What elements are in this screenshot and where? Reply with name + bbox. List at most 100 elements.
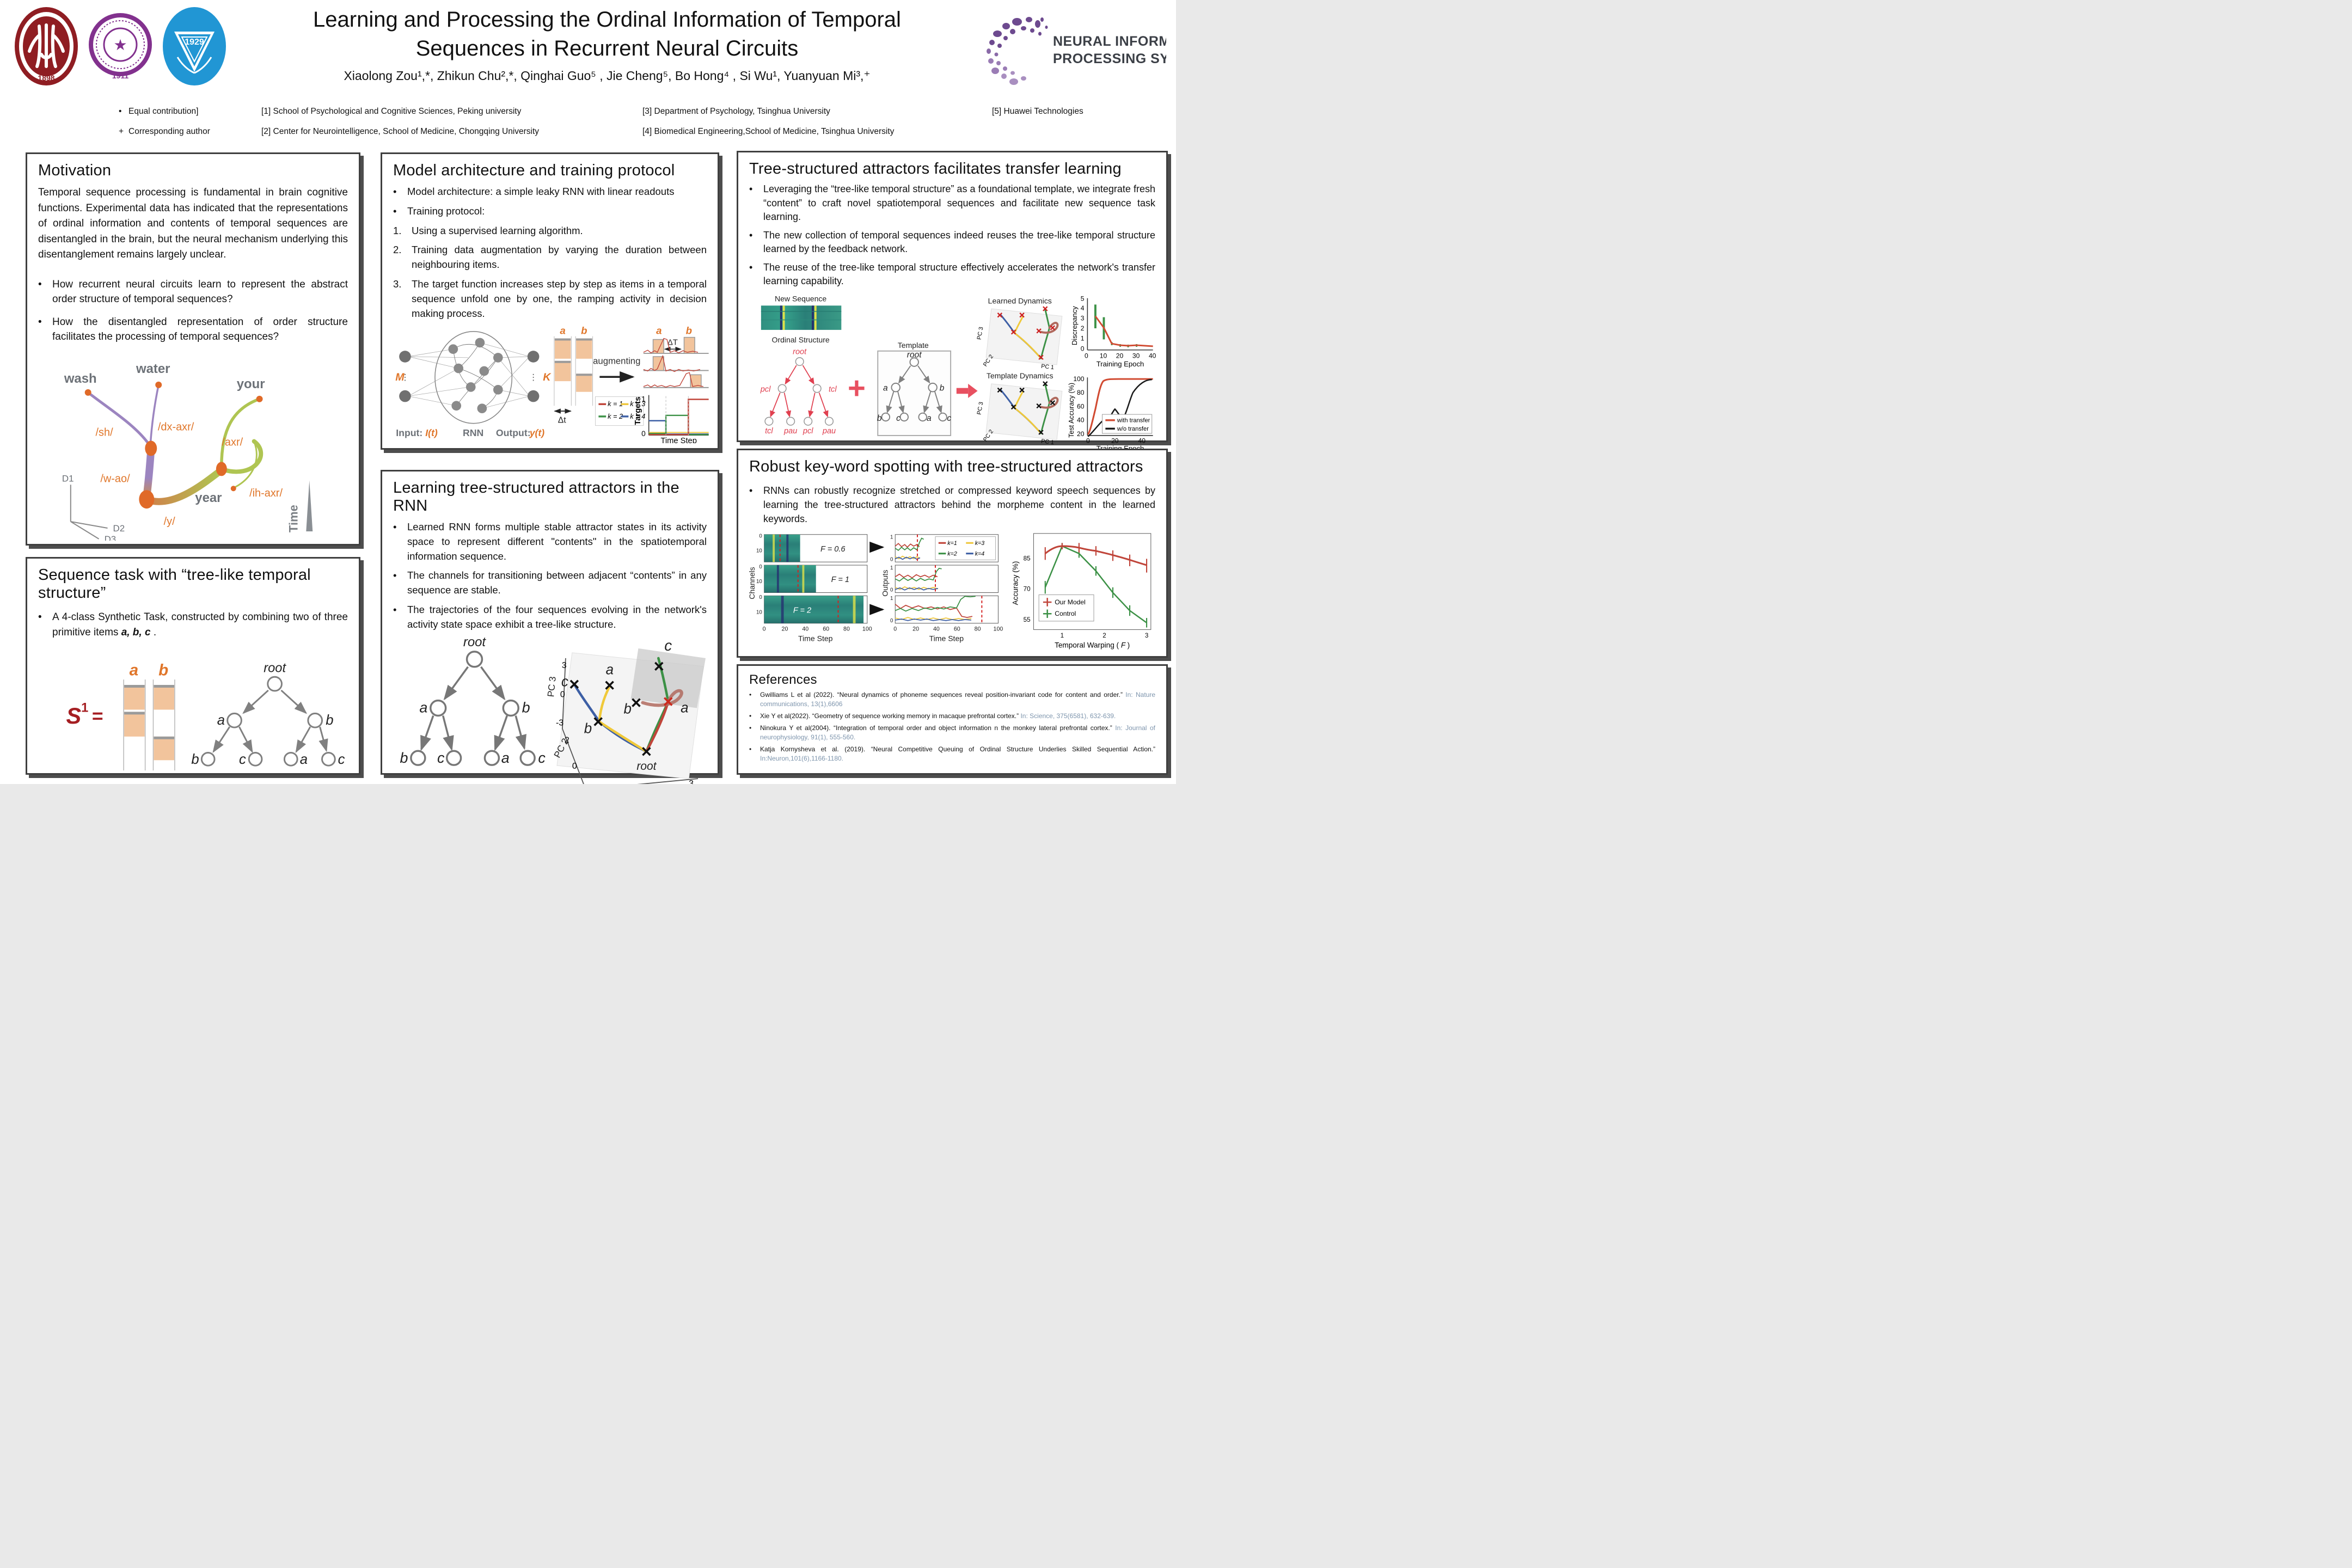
axis-d3-label: D3 [105, 534, 117, 541]
w-ao-trajectory [143, 446, 155, 500]
tree-leaf-a: a [300, 752, 308, 767]
legend-k3: k = 3 [630, 400, 645, 408]
ch-tick: 10 [756, 548, 762, 554]
pc1-axis-label: PC 1 [659, 782, 681, 784]
template-leaf-c: c [896, 414, 901, 423]
phoneme-axr: /axr/ [222, 436, 243, 448]
ch-tick: 0 [759, 595, 762, 601]
section-references: References • Gwilliams L et al (2022). “… [737, 664, 1168, 775]
keyword-title: Robust key-word spotting with tree-struc… [749, 458, 1143, 475]
bullet-marker: • [38, 611, 42, 623]
reference-1-main: Gwilliams L et al (2022). “Neural dynami… [760, 691, 1123, 699]
disc-xtick: 10 [1100, 352, 1107, 359]
ordinal-tcl-label: tcl [829, 385, 837, 394]
model-bullet-2: • Training protocol: [393, 204, 707, 219]
bullet-marker: • [393, 521, 397, 532]
tree-leaf-c: c [239, 752, 246, 767]
acc-ytick: 80 [1077, 389, 1085, 396]
phoneme-dx-axr: /dx-axr/ [158, 421, 194, 433]
transfer-figure: New Sequence Ordinal Structure [749, 293, 1156, 451]
output-panels: 1 0 1 0 1 0 [890, 534, 1003, 643]
affiliation-5: [5] Huawei Technologies [992, 107, 1083, 116]
item-b-label: b [686, 326, 692, 336]
bullet-marker: • [749, 485, 753, 496]
model-step-1-text: Using a supervised learning algorithm. [412, 224, 583, 236]
pc2-tick-0: 0 [572, 762, 577, 771]
section-model: Model architecture and training protocol… [381, 152, 719, 450]
pc3-tick-0: 0 [560, 690, 565, 699]
template-leaf-b: b [877, 414, 882, 423]
affiliation-corresponding-text: Corresponding author [128, 127, 210, 136]
axis-d1-label: D1 [62, 473, 74, 483]
reference-4-source: In:Neuron,101(6),1166-1180. [760, 755, 843, 763]
reference-3-main: Ninokura Y et al(2004). “Integration of … [760, 724, 1112, 732]
pc1-label: PC 1 [1041, 363, 1055, 371]
attractor-tree: root a b b c a c [400, 636, 546, 766]
bullet-marker: • [749, 712, 752, 720]
output-var: y(t) [529, 427, 545, 438]
legend-with-transfer: with transfer [1117, 418, 1150, 424]
our-model-line [1044, 545, 1147, 566]
equals-sign: = [92, 705, 103, 727]
trajectory-nodes [84, 381, 263, 509]
disc-xtick: 40 [1149, 352, 1156, 359]
ih-axr-trajectory [235, 440, 258, 488]
chongqing-university-logo-icon: 1929 [163, 7, 226, 85]
model-bullet-2-text: Training protocol: [407, 205, 485, 217]
legend-our-model: Our Model [1055, 598, 1086, 606]
university-logos: 1898 ★ 1911 1929 [13, 5, 228, 87]
green-loop-trajectory [220, 439, 264, 474]
tacc-xtick: 40 [1138, 437, 1146, 444]
legend-k4: k = 4 [630, 412, 645, 420]
bullet-text-pre: A 4-class Synthetic Task, constructed by… [52, 611, 348, 638]
keyword-bullet-text: RNNs can robustly recognize stretched or… [763, 485, 1155, 525]
model-figure: M ⋮ ⋮ K Input: I(t) RNN Output: y(t) a b [393, 326, 709, 443]
header-title-block: Learning and Processing the Ordinal Info… [272, 5, 942, 83]
item-a-label: a [656, 326, 661, 336]
red-x-markers [997, 306, 1056, 360]
reference-item-4: • Katja Kornysheva et al. (2019). “Neura… [749, 745, 1155, 763]
step-number: 1. [393, 224, 402, 236]
reference-3-text: Ninokura Y et al(2004). “Integration of … [760, 724, 1155, 742]
pc-label-c: c [561, 674, 568, 689]
stimulus-columns: a b Δt [554, 326, 593, 425]
result-arrow-icon [956, 383, 978, 398]
item-a-label: a [560, 326, 565, 336]
dots-icon: ⋮ [401, 373, 409, 382]
tree-root-label: root [264, 661, 286, 675]
motivation-title: Motivation [38, 162, 112, 179]
disc-xtick: 30 [1132, 352, 1140, 359]
transfer-bullet-3: • The reuse of the tree-like temporal st… [749, 261, 1155, 289]
learning-bullet-3-text: The trajectories of the four sequences e… [407, 604, 707, 630]
wacc-xtick: 1 [1061, 632, 1064, 639]
transfer-title: Tree-structured attractors facilitates t… [749, 160, 1122, 177]
warp-f2-label: F = 2 [793, 607, 811, 615]
spec-xtick: 20 [782, 626, 788, 633]
spec-xtick: 40 [802, 626, 808, 633]
delta-T-label: ΔT [667, 338, 678, 347]
model-step-2: 2. Training data augmentation by varying… [393, 243, 707, 272]
learning-bullet-3: • The trajectories of the four sequences… [393, 603, 707, 632]
word-your: your [237, 377, 265, 391]
with-transfer-line [1087, 378, 1153, 435]
legend-wo-transfer: w/o transfer [1117, 426, 1149, 432]
tree-leaf-b: b [400, 750, 408, 766]
discrepancy-ylabel: Discrepancy [1070, 306, 1079, 345]
pc-label-b: b [584, 721, 592, 736]
pc1-tick-3: 3 [689, 779, 694, 784]
template-leaf-a: a [927, 414, 932, 423]
model-bullet-1: • Model architecture: a simple leaky RNN… [393, 185, 707, 199]
pc-label-b2: b [624, 701, 632, 716]
red-x-marker [664, 697, 673, 706]
reference-item-2: • Xie Y et al(2022). “Geometry of sequen… [749, 712, 1155, 721]
new-sequence-label: New Sequence [775, 294, 826, 303]
phoneme-ih-axr: /ih-axr/ [249, 487, 283, 499]
template-leaf-c2: c [947, 414, 951, 423]
legend-k1: k=1 [947, 540, 957, 547]
accuracy-ylabel: Accuracy (%) [1011, 561, 1019, 605]
xlabel-pre: Temporal Warping ( [1055, 641, 1119, 650]
learning-bullet-1: • Learned RNN forms multiple stable attr… [393, 520, 707, 564]
learned-dynamics-label: Learned Dynamics [988, 296, 1052, 305]
acc-ytick: 100 [1073, 375, 1084, 383]
page-title: Learning and Processing the Ordinal Info… [313, 8, 901, 60]
